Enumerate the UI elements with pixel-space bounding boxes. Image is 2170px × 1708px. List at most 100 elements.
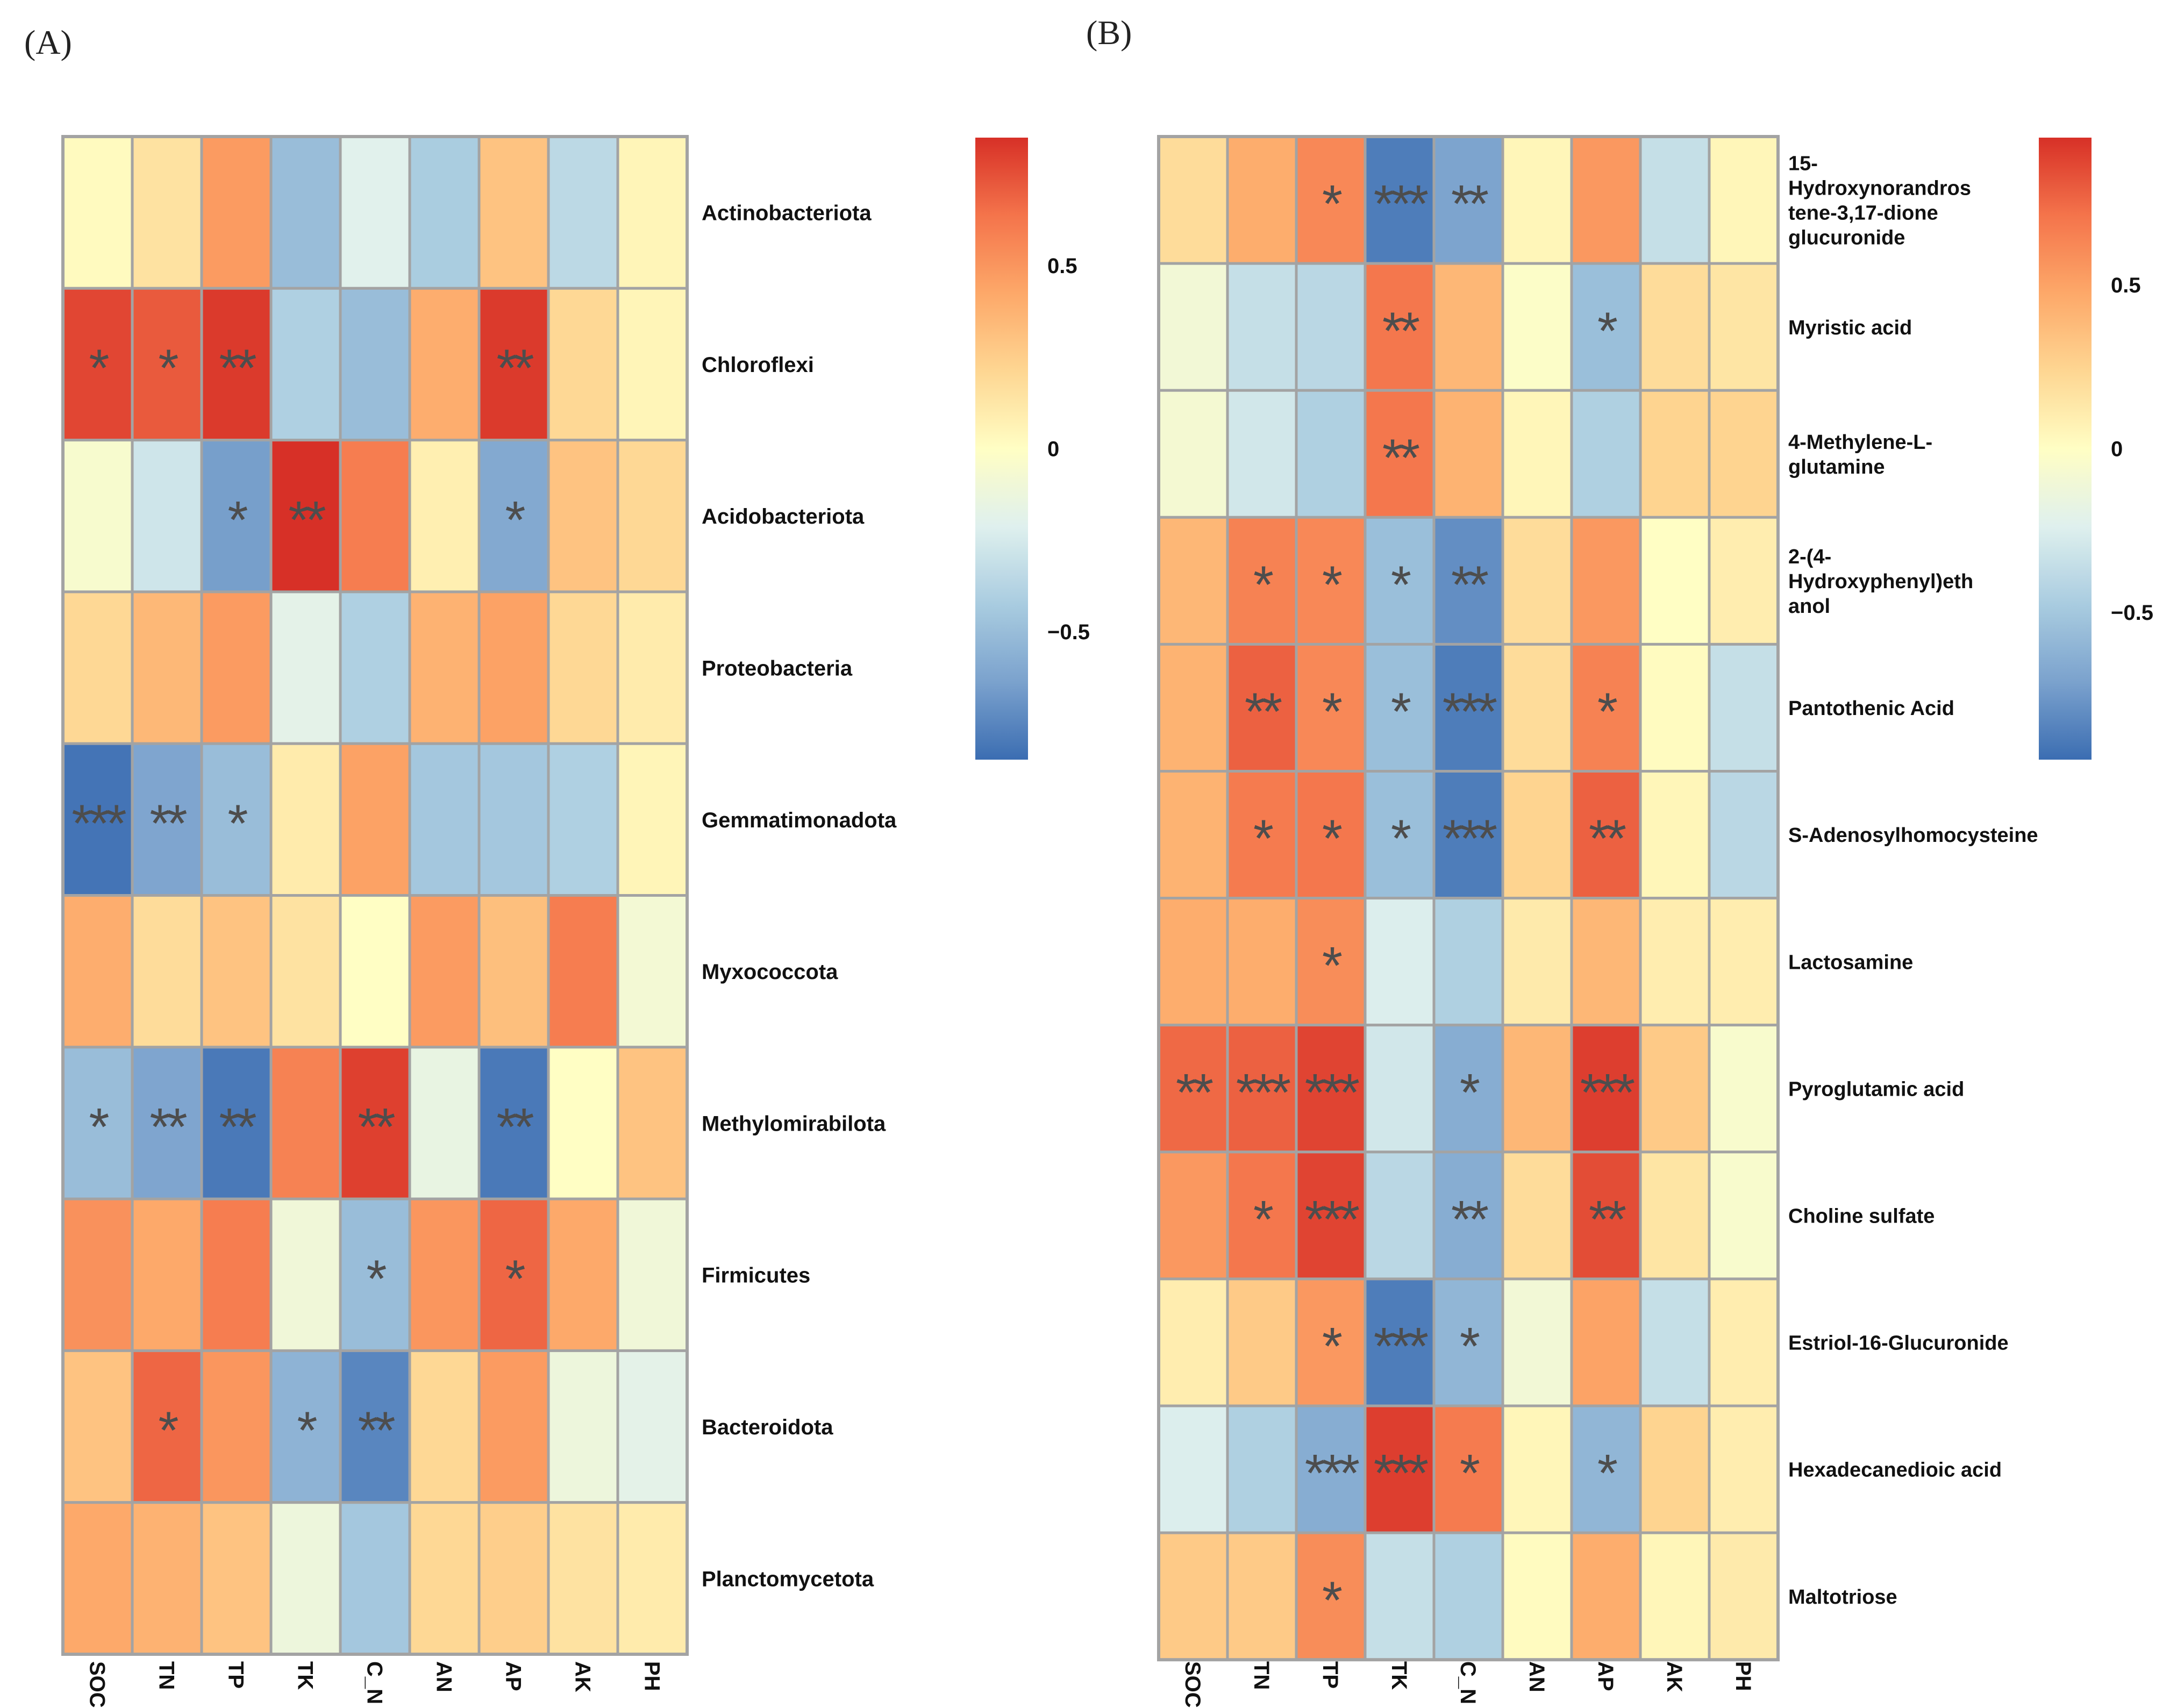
row-label: Acidobacteriota <box>702 505 865 528</box>
column-label: TN <box>155 1661 179 1690</box>
heatmap-cell <box>547 1046 619 1200</box>
heatmap-cell <box>339 135 411 290</box>
heatmap-cell <box>408 590 481 745</box>
heatmap-cell <box>1501 1150 1573 1281</box>
significance-stars: * <box>1322 1570 1342 1630</box>
significance-stars: *** <box>1374 174 1428 233</box>
significance-stars: ** <box>496 1097 533 1156</box>
significance-stars: ** <box>1245 682 1282 741</box>
heatmap-cell <box>1226 1277 1298 1407</box>
significance-stars: *** <box>1374 1317 1428 1376</box>
heatmap-cell <box>1570 1404 1642 1534</box>
heatmap-cell <box>547 1349 619 1504</box>
heatmap-cell <box>1708 516 1780 646</box>
significance-stars: ** <box>1589 1190 1626 1249</box>
heatmap-cell <box>269 287 342 442</box>
significance-stars: ** <box>358 1097 395 1156</box>
significance-stars: * <box>227 490 247 549</box>
significance-stars: *** <box>1305 1063 1359 1122</box>
significance-stars: ** <box>1589 809 1626 868</box>
significance-stars: ** <box>1451 174 1488 233</box>
row-label: Lactosamine <box>1788 951 1913 974</box>
heatmap-cell <box>1364 389 1436 519</box>
heatmap-cell <box>339 590 411 745</box>
colorbar-tick-label: 0 <box>2111 438 2123 461</box>
heatmap-cell <box>1639 262 1711 392</box>
column-label: C_N <box>1456 1661 1480 1704</box>
heatmap-cell <box>1295 642 1367 773</box>
colorbar-tick-label: −0.5 <box>2111 601 2153 625</box>
significance-stars: * <box>1322 682 1342 741</box>
significance-stars: *** <box>1443 682 1497 741</box>
heatmap-cell <box>1226 897 1298 1027</box>
heatmap-cell <box>1708 1531 1780 1661</box>
heatmap-cell <box>61 894 134 1049</box>
heatmap-cell <box>339 1046 411 1200</box>
heatmap-cell <box>1501 1277 1573 1407</box>
significance-stars: ** <box>358 1401 395 1460</box>
heatmap-cell <box>1157 642 1229 773</box>
heatmap-cell <box>477 1349 550 1504</box>
heatmap-cell <box>616 590 689 745</box>
heatmap-cell <box>339 287 411 442</box>
heatmap-border <box>1157 135 1780 1662</box>
column-label: SOC <box>1181 1661 1204 1708</box>
heatmap-border <box>61 135 689 1656</box>
heatmap-cell <box>1364 1024 1436 1154</box>
column-label: AP <box>502 1661 525 1691</box>
row-label: Pyroglutamic acid <box>1788 1078 1964 1100</box>
column-label: TK <box>1387 1661 1411 1690</box>
row-label: Hexadecanedioic acid <box>1788 1459 2002 1482</box>
heatmap-cell <box>1226 516 1298 646</box>
heatmap-cell <box>1639 516 1711 646</box>
column-label: PH <box>640 1661 664 1691</box>
heatmap-cell <box>477 1501 550 1656</box>
heatmap-cell <box>408 1197 481 1352</box>
heatmap-cell <box>408 287 481 442</box>
heatmap-cell <box>1708 1024 1780 1154</box>
significance-stars: ** <box>1176 1063 1213 1122</box>
heatmap-cell <box>1501 389 1573 519</box>
heatmap-cell <box>1364 897 1436 1027</box>
heatmap-cell <box>339 894 411 1049</box>
heatmap-cell <box>1570 516 1642 646</box>
heatmap-cell <box>408 1501 481 1656</box>
significance-stars: * <box>1391 682 1411 741</box>
panel-label-b: (B) <box>1086 13 1132 52</box>
panel-label-a: (A) <box>24 23 72 61</box>
heatmap-cell <box>1295 1404 1367 1534</box>
significance-stars: *** <box>1374 1443 1428 1503</box>
heatmap-cell <box>1708 897 1780 1027</box>
heatmap-cell <box>269 894 342 1049</box>
heatmap-cell <box>1432 389 1504 519</box>
heatmap-cell <box>269 1349 342 1504</box>
significance-stars: ** <box>149 1097 187 1156</box>
heatmap-cell <box>269 439 342 594</box>
heatmap-cell <box>1157 770 1229 900</box>
heatmap-cell <box>1639 1404 1711 1534</box>
heatmap-cell <box>1157 897 1229 1027</box>
heatmap-cell <box>269 135 342 290</box>
heatmap-cell <box>1570 897 1642 1027</box>
heatmap-cell <box>1570 1531 1642 1661</box>
heatmap-cell <box>1226 642 1298 773</box>
heatmap-cell <box>547 135 619 290</box>
row-label: 2-(4-Hydroxyphenyl)eth anol <box>1788 546 1973 618</box>
heatmap-cell <box>1157 1531 1229 1661</box>
column-label: TN <box>1250 1661 1273 1690</box>
significance-stars: ** <box>219 1097 256 1156</box>
heatmap-cell <box>200 1501 273 1656</box>
heatmap-cell <box>477 135 550 290</box>
heatmap-cell <box>1432 1531 1504 1661</box>
significance-stars: *** <box>1305 1443 1359 1503</box>
heatmap-cell <box>1639 642 1711 773</box>
heatmap-cell <box>408 742 481 897</box>
column-label: AK <box>1662 1661 1686 1692</box>
heatmap-cell <box>1708 642 1780 773</box>
heatmap-cell <box>1157 1277 1229 1407</box>
significance-stars: * <box>1460 1063 1480 1122</box>
column-label: TP <box>224 1661 248 1689</box>
heatmap-cell <box>1295 262 1367 392</box>
heatmap-cell <box>200 590 273 745</box>
